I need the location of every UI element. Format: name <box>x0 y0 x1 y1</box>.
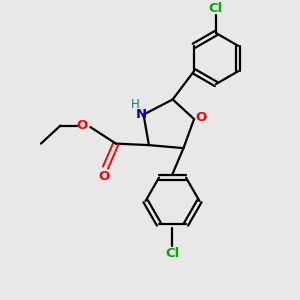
Text: O: O <box>98 169 110 182</box>
Text: Cl: Cl <box>165 247 180 260</box>
Text: O: O <box>195 111 206 124</box>
Text: Cl: Cl <box>209 2 223 15</box>
Text: N: N <box>136 108 147 121</box>
Text: O: O <box>76 119 88 132</box>
Text: H: H <box>131 98 140 111</box>
